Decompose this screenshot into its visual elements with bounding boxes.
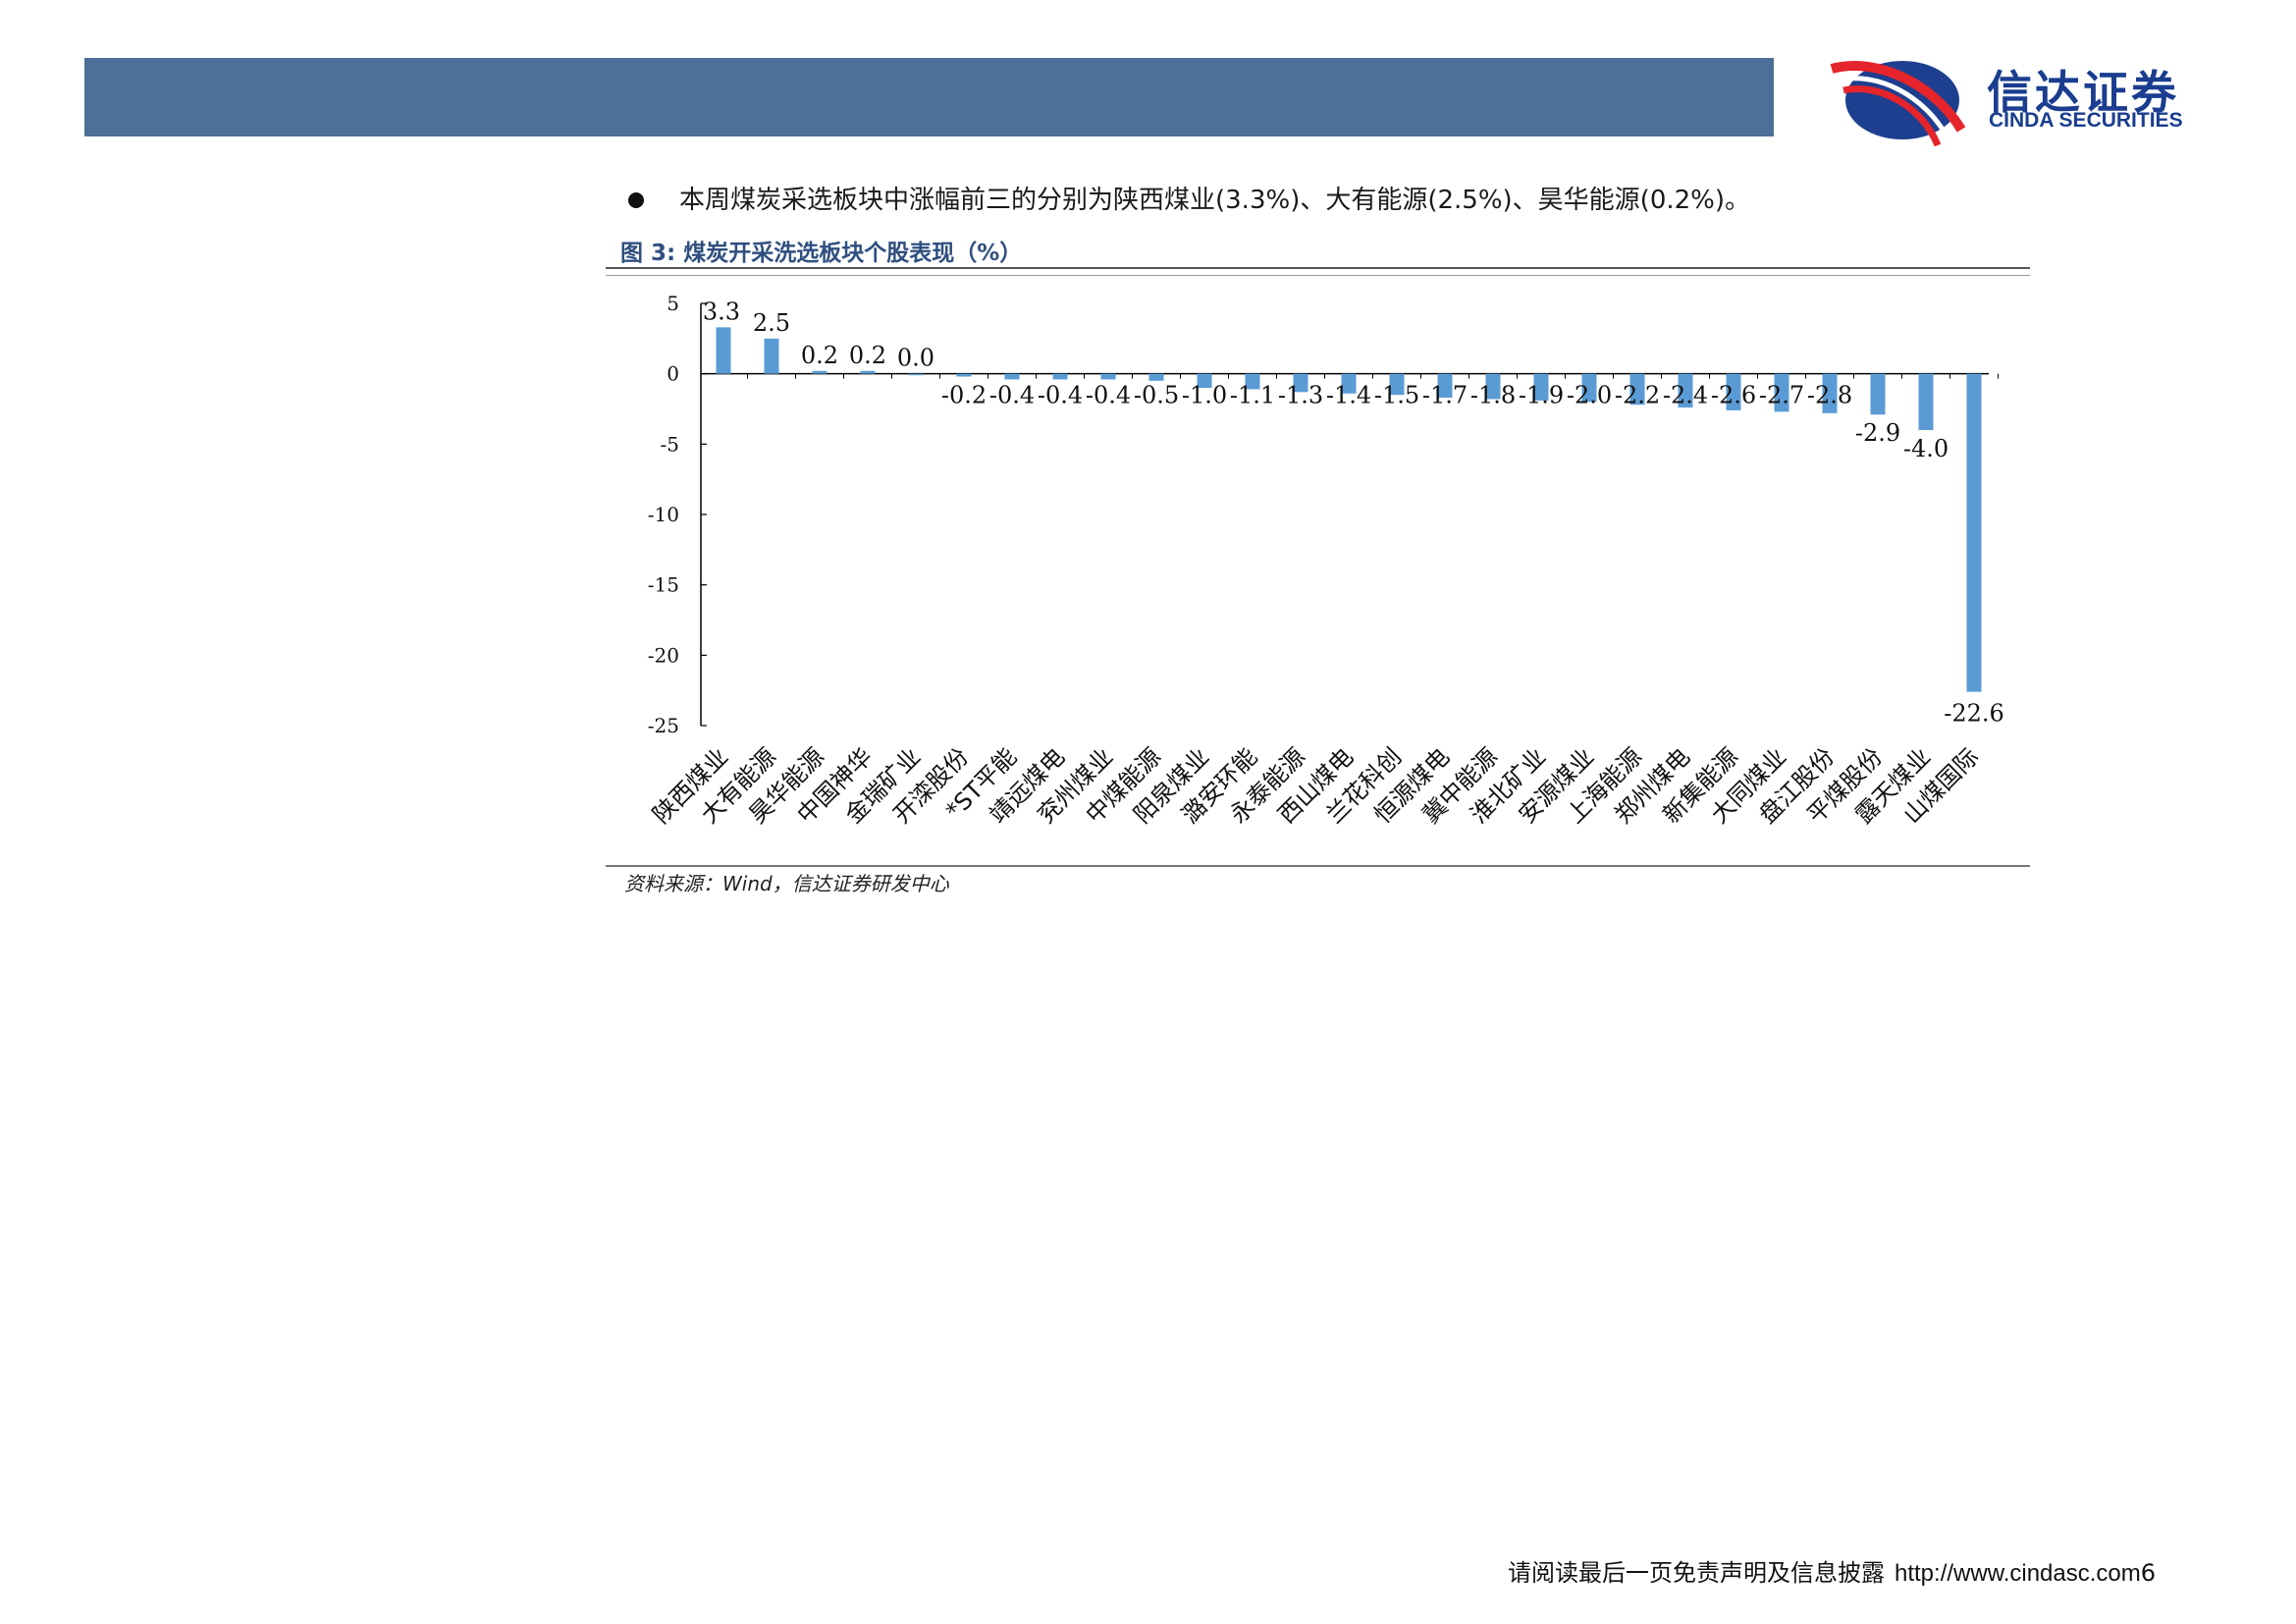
data-label: -0.4	[1038, 382, 1083, 409]
y-tick-label: -10	[648, 503, 679, 526]
data-label: -4.0	[1903, 435, 1949, 462]
data-label: 2.5	[753, 309, 790, 337]
summary-bullet: 本周煤炭采选板块中涨幅前三的分别为陕西煤业(3.3%)、大有能源(2.5%)、昊…	[628, 181, 2101, 220]
bar	[1822, 373, 1838, 413]
data-label: -0.4	[1086, 382, 1131, 409]
data-label: 0.0	[897, 345, 934, 372]
data-label: -1.0	[1182, 382, 1227, 409]
bar	[1341, 373, 1357, 394]
figure-title: 图 3: 煤炭开采洗选板块个股表现（%）	[620, 241, 1023, 266]
data-label: -1.8	[1470, 382, 1516, 409]
bar	[812, 370, 828, 374]
data-label: -1.7	[1422, 382, 1468, 409]
data-label: -2.4	[1663, 382, 1708, 409]
bar	[860, 370, 876, 374]
page-number: 6	[2140, 1559, 2157, 1587]
data-label: 0.2	[801, 342, 838, 369]
data-label: -1.5	[1374, 382, 1419, 409]
footer-url[interactable]: http://www.cindasc.com	[1895, 1560, 2141, 1587]
bar	[1389, 373, 1405, 396]
figure-bottom-rule	[606, 865, 2030, 867]
figure-source: 资料来源：Wind，信达证券研发中心	[624, 872, 949, 895]
bar	[956, 373, 972, 377]
bar	[1966, 373, 1982, 692]
bar	[1485, 373, 1501, 400]
data-label: -2.0	[1567, 382, 1612, 409]
data-label: -1.4	[1326, 382, 1371, 409]
data-label: -2.9	[1855, 419, 1900, 447]
logo-english-name: CINDA SECURITIES	[1989, 109, 2183, 132]
bar	[1918, 373, 1934, 430]
y-tick-label: -5	[661, 432, 679, 456]
summary-text: 本周煤炭采选板块中涨幅前三的分别为陕西煤业(3.3%)、大有能源(2.5%)、昊…	[679, 186, 1751, 215]
bar	[1245, 373, 1260, 390]
bar	[1678, 373, 1693, 408]
bar	[1629, 373, 1645, 406]
data-label: -2.6	[1711, 382, 1756, 409]
bar	[1004, 373, 1020, 380]
bar	[764, 338, 779, 374]
bar	[1293, 373, 1308, 393]
bar	[908, 373, 924, 376]
data-label: -2.8	[1807, 382, 1852, 409]
y-tick-label: 5	[667, 292, 679, 315]
data-label: -22.6	[1944, 700, 2004, 728]
y-tick-label: 0	[667, 362, 679, 386]
cinda-logo-icon	[1830, 60, 1966, 147]
header-bar	[84, 58, 1774, 136]
logo-chinese-name: 信达证券	[1987, 66, 2179, 119]
bar	[1100, 373, 1116, 380]
bar	[1726, 373, 1741, 410]
bullet-dot-icon	[628, 192, 644, 208]
data-label: 3.3	[703, 298, 740, 325]
cinda-logo: 信达证券 CINDA SECURITIES	[1824, 51, 2236, 147]
data-label: -0.4	[989, 382, 1035, 409]
data-label: 0.2	[849, 342, 886, 369]
y-tick-label: -15	[648, 573, 679, 597]
figure-top-rule	[606, 267, 2030, 269]
data-label: -2.2	[1615, 382, 1660, 409]
page-footer: 请阅读最后一页免责声明及信息披露 http://www.cindasc.com6	[1508, 1553, 2156, 1588]
bar-chart: 50-5-10-15-20-253.3陕西煤业2.5大有能源0.2昊华能源0.2…	[648, 292, 2004, 829]
data-label: -1.9	[1519, 382, 1564, 409]
figure-top-rule-thin	[606, 275, 2030, 276]
bar	[1148, 373, 1164, 381]
data-label: -0.2	[941, 382, 987, 409]
bar	[1774, 373, 1789, 412]
bar	[1533, 373, 1549, 401]
bar	[716, 327, 731, 374]
y-tick-label: -20	[648, 643, 679, 667]
footer-disclaimer: 请阅读最后一页免责声明及信息披露	[1508, 1559, 1885, 1587]
bar	[1581, 373, 1597, 403]
data-label: -1.1	[1230, 382, 1275, 409]
y-tick-label: -25	[648, 714, 679, 737]
bar	[1437, 373, 1453, 399]
bar	[1197, 373, 1212, 388]
bar	[1870, 373, 1886, 415]
bar	[1052, 373, 1068, 380]
data-label: -0.5	[1134, 382, 1179, 409]
data-label: -1.3	[1278, 382, 1323, 409]
data-label: -2.7	[1759, 382, 1804, 409]
